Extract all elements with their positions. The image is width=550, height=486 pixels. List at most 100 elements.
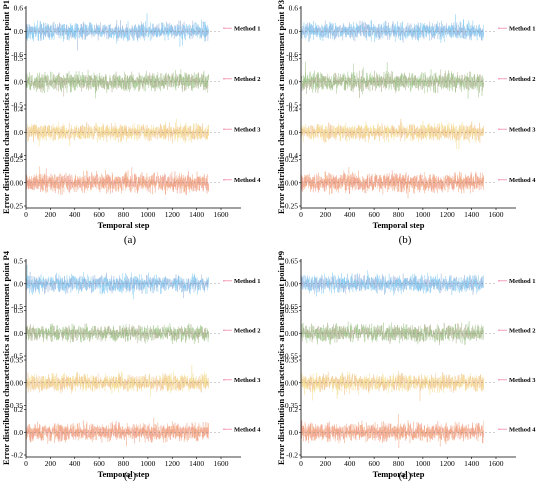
y-tick-label: 0.5 (14, 54, 24, 63)
chart-panel-b: 0.6 0.0 -0.6 Method 1 0.5 0.0 -0.5 Method 2 0.4 0… (276, 0, 536, 230)
y-tick-label: 0.00 (285, 329, 298, 338)
legend-label-method-1: Method 1 (234, 278, 261, 285)
y-tick-label: -0.6 (11, 50, 23, 59)
series-spikes-1 (301, 273, 484, 295)
y-tick-label: 0.0 (14, 27, 24, 36)
series-spikes-4 (26, 421, 209, 444)
y-axis-title: Error distribution characteristics at me… (276, 0, 286, 214)
legend-label-method-1: Method 1 (509, 278, 536, 285)
series-spikes-3 (301, 118, 484, 144)
y-axis-title: Error distribution characteristics at me… (276, 251, 286, 465)
legend-label-method-4: Method 4 (234, 427, 261, 434)
y-tick-label: -0.55 (282, 352, 298, 361)
y-tick-label: -0.25 (282, 202, 298, 211)
y-tick-label: 0.00 (285, 279, 298, 288)
series-spikes-4 (301, 420, 484, 444)
y-tick-label: -0.2 (286, 451, 298, 460)
y-tick-label: 0.25 (285, 155, 298, 164)
x-tick-label: 200 (45, 459, 57, 468)
x-tick-label: 1200 (440, 459, 455, 468)
series-spikes-2 (26, 323, 209, 344)
x-tick-label: 800 (393, 210, 405, 219)
series-spikes-3 (26, 372, 209, 394)
series-spikes-2 (301, 322, 484, 346)
x-tick-label: 1400 (464, 459, 479, 468)
y-tick-label: 0.0 (289, 27, 299, 36)
legend-label-method-3: Method 3 (234, 127, 261, 134)
legend-marker (223, 428, 225, 431)
legend-marker (223, 128, 225, 131)
x-tick-label: 400 (69, 210, 81, 219)
x-tick-label: 0 (24, 459, 28, 468)
series-spikes-2 (26, 71, 209, 97)
y-tick-label: 0.0 (14, 77, 24, 86)
x-tick-label: 200 (45, 210, 57, 219)
chart-panel-c: 0.5 0.0 -0.5 Method 1 0.5 0.0 -0.5 Method 2 0.35… (1, 250, 261, 479)
y-tick-label: 0.0 (289, 77, 299, 86)
y-tick-label: 0.55 (285, 306, 298, 315)
legend-marker (498, 378, 500, 381)
legend-marker (498, 428, 500, 431)
y-tick-label: -0.5 (11, 302, 23, 311)
legend-label-method-4: Method 4 (509, 427, 536, 434)
panel-caption-b: (b) (398, 234, 412, 246)
y-axis-title: Error distribution characteristics at me… (1, 250, 11, 465)
series-line-3 (300, 371, 484, 401)
legend-label-method-2: Method 2 (234, 76, 261, 83)
y-tick-label: -0.5 (286, 101, 298, 110)
series-spikes-3 (26, 122, 209, 144)
y-tick-label: 0.6 (14, 4, 24, 13)
series-spikes-3 (301, 371, 484, 401)
legend-label-method-1: Method 1 (234, 26, 261, 33)
x-tick-label: 600 (369, 210, 381, 219)
x-tick-label: 800 (393, 459, 405, 468)
y-tick-label: -0.6 (286, 50, 298, 59)
series-spikes-1 (26, 20, 209, 51)
x-tick-label: 1600 (489, 459, 504, 468)
x-tick-label: 1600 (214, 210, 229, 219)
x-tick-label: 400 (344, 210, 356, 219)
x-tick-label: 0 (24, 210, 28, 219)
series-line-3 (25, 118, 209, 147)
x-tick-label: 1200 (165, 210, 180, 219)
series-line-2 (25, 69, 209, 99)
legend-marker (498, 329, 500, 332)
panel-caption-d: (d) (398, 470, 412, 482)
series-spikes-1 (26, 271, 209, 299)
series-line-2 (300, 61, 484, 99)
y-tick-label: 0.0 (289, 128, 299, 137)
series-line-4 (25, 166, 209, 195)
legend-marker (223, 378, 225, 381)
x-tick-label: 1000 (415, 210, 430, 219)
y-tick-label: 0.0 (14, 428, 24, 437)
y-tick-label: -0.35 (282, 401, 298, 410)
panel-caption-c: (c) (123, 470, 137, 482)
legend-label-method-4: Method 4 (509, 177, 536, 184)
y-tick-label: -0.2 (11, 451, 23, 460)
series-spikes-2 (301, 69, 484, 98)
y-tick-label: -0.5 (11, 101, 23, 110)
legend-label-method-2: Method 2 (509, 76, 536, 83)
y-tick-label: 0.2 (14, 405, 24, 414)
x-tick-label: 1600 (214, 459, 229, 468)
y-tick-label: 0.25 (10, 155, 23, 164)
legend-marker (223, 77, 225, 80)
x-tick-label: 600 (94, 210, 106, 219)
legend-marker (498, 77, 500, 80)
y-tick-label: 0.0 (14, 128, 24, 137)
x-tick-label: 1400 (189, 210, 204, 219)
legend-marker (498, 27, 500, 30)
x-axis-title: Temporal step (373, 220, 425, 230)
legend-marker (223, 329, 225, 332)
legend-label-method-2: Method 2 (234, 328, 261, 335)
legend-marker (223, 178, 225, 181)
legend-label-method-4: Method 4 (234, 177, 261, 184)
y-axis-title: Error distribution characteristics at me… (1, 0, 11, 214)
y-tick-label: 0.65 (285, 257, 298, 266)
legend-label-method-2: Method 2 (509, 328, 536, 335)
series-line-1 (300, 270, 484, 297)
y-tick-label: 0.2 (289, 405, 299, 414)
x-tick-label: 1000 (140, 459, 155, 468)
series-spikes-4 (301, 170, 484, 194)
